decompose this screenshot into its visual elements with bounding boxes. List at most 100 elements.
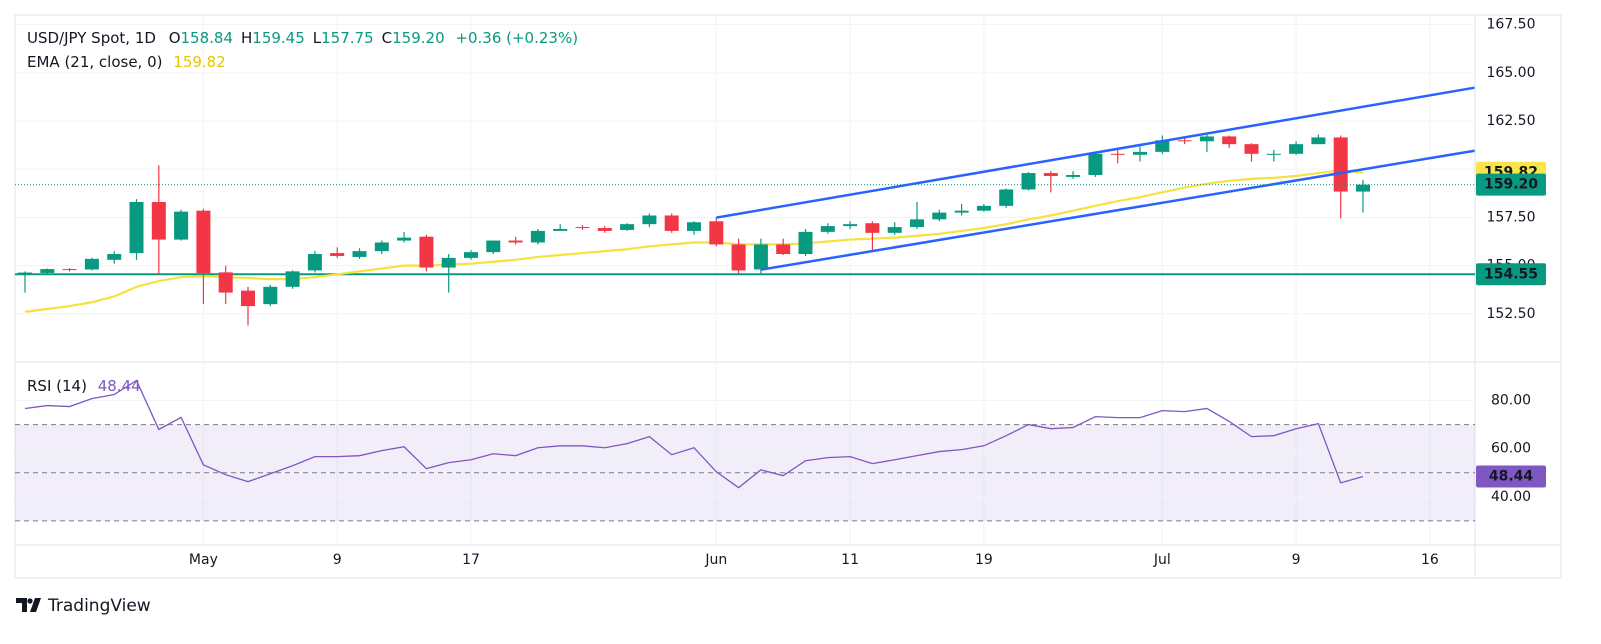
symbol: USD/JPY Spot, 1D xyxy=(27,29,156,47)
level-price-box xyxy=(1476,263,1546,286)
trend-line xyxy=(760,149,1475,271)
change: +0.36 (+0.23%) xyxy=(455,29,578,47)
ohlc-value: 159.20 xyxy=(392,29,445,47)
candle-body xyxy=(1289,144,1304,154)
candle-body xyxy=(954,210,969,213)
x-tick-label: 11 xyxy=(841,552,859,568)
ohlc-label: L xyxy=(313,29,322,47)
x-tick-label: 16 xyxy=(1421,552,1439,568)
y-tick-label: 167.50 xyxy=(1487,17,1536,33)
candle-body xyxy=(887,227,902,233)
candle-body xyxy=(642,215,657,225)
candle-body xyxy=(285,271,300,287)
candle-body xyxy=(1110,153,1125,155)
candle-body xyxy=(865,223,880,233)
close-price-box xyxy=(1476,173,1546,196)
ema-legend: EMA (21, close, 0) 159.82 xyxy=(27,53,226,71)
ohlc-label: C xyxy=(382,29,392,47)
candle-body xyxy=(731,244,746,271)
candle-body xyxy=(241,290,255,307)
candle-body xyxy=(1043,173,1058,176)
candle-body xyxy=(620,224,635,230)
rsi-legend: RSI (14) 48.44 xyxy=(27,377,141,395)
candle-body xyxy=(1155,140,1170,152)
x-tick-label: Jun xyxy=(704,552,727,568)
candle-body xyxy=(597,228,612,231)
candle-body xyxy=(419,236,434,268)
candle-body xyxy=(1133,151,1147,155)
ohlc-value: 158.84 xyxy=(181,29,234,47)
candle-body xyxy=(687,222,701,231)
ema-line xyxy=(24,169,1364,313)
rsi-line xyxy=(24,379,1364,489)
candle-body xyxy=(553,228,568,231)
ohlc-value: 159.45 xyxy=(252,29,305,47)
candle-body xyxy=(107,254,122,260)
ohlc: O158.84 H159.45 L157.75 C159.20 xyxy=(169,29,445,47)
rsi-price-box xyxy=(1476,465,1546,488)
candle-body xyxy=(174,211,189,240)
candle-body xyxy=(151,201,166,240)
candle-body xyxy=(664,215,679,231)
logo-icon xyxy=(16,598,41,612)
candle-body xyxy=(1199,136,1214,142)
x-tick-label: 9 xyxy=(333,552,342,568)
candle-body xyxy=(910,219,924,228)
candle-body xyxy=(820,226,835,232)
candle-body xyxy=(263,286,278,305)
x-tick-label: 17 xyxy=(462,552,480,568)
candle-body xyxy=(1356,184,1370,192)
candle-body xyxy=(441,257,456,268)
candle-body xyxy=(374,242,389,252)
candle-body xyxy=(976,205,991,211)
y-tick-label: 80.00 xyxy=(1491,393,1531,409)
candle-body xyxy=(1066,175,1081,177)
candle-body xyxy=(1021,173,1036,190)
candle-body xyxy=(62,269,77,271)
ohlc-label: H xyxy=(241,29,252,47)
logo-dot xyxy=(27,598,33,604)
x-tick-label: 19 xyxy=(975,552,993,568)
ohlc-value: 157.75 xyxy=(321,29,374,47)
rsi-value: 48.44 xyxy=(98,377,141,395)
candle-body xyxy=(129,201,144,254)
brand-name: TradingView xyxy=(47,596,151,616)
candle-body xyxy=(40,269,55,273)
candle-body xyxy=(575,227,590,229)
candle-body xyxy=(1266,153,1281,155)
candle-body xyxy=(753,244,768,270)
legend-header: USD/JPY Spot, 1D O158.84 H159.45 L157.75 C1… xyxy=(27,29,578,47)
y-tick-label: 40.00 xyxy=(1491,489,1531,505)
candle-body xyxy=(1177,140,1192,142)
ema-value: 159.82 xyxy=(173,53,226,71)
candle-body xyxy=(999,189,1014,206)
candle-body xyxy=(932,212,947,220)
y-tick-label: 157.50 xyxy=(1487,209,1536,225)
candle-body xyxy=(1244,144,1259,154)
plot-layer: 152.50155.00157.50160.00162.50165.00167.… xyxy=(15,15,1546,568)
candle-body xyxy=(1311,137,1326,145)
x-tick-label: 9 xyxy=(1292,552,1301,568)
rsi-price-text: 48.44 xyxy=(1489,469,1534,485)
y-tick-label: 152.50 xyxy=(1487,306,1536,322)
frame xyxy=(14,14,1562,579)
candle-body xyxy=(1333,137,1348,192)
candle-body xyxy=(843,224,858,227)
candle-body xyxy=(1222,136,1237,145)
y-tick-label: 60.00 xyxy=(1491,441,1531,457)
candle-body xyxy=(1088,153,1103,176)
x-tick-label: May xyxy=(189,552,218,568)
candle-body xyxy=(352,251,367,257)
rsi-name: RSI (14) xyxy=(27,377,87,395)
x-tick-label: Jul xyxy=(1153,552,1171,568)
candle-body xyxy=(508,240,523,243)
candle-body xyxy=(307,254,322,271)
candle-body xyxy=(397,237,412,241)
candle-body xyxy=(464,252,478,258)
candle-body xyxy=(330,253,345,256)
close-price-text: 159.20 xyxy=(1484,177,1538,193)
candle-body xyxy=(196,210,211,274)
candle-body xyxy=(486,240,501,253)
